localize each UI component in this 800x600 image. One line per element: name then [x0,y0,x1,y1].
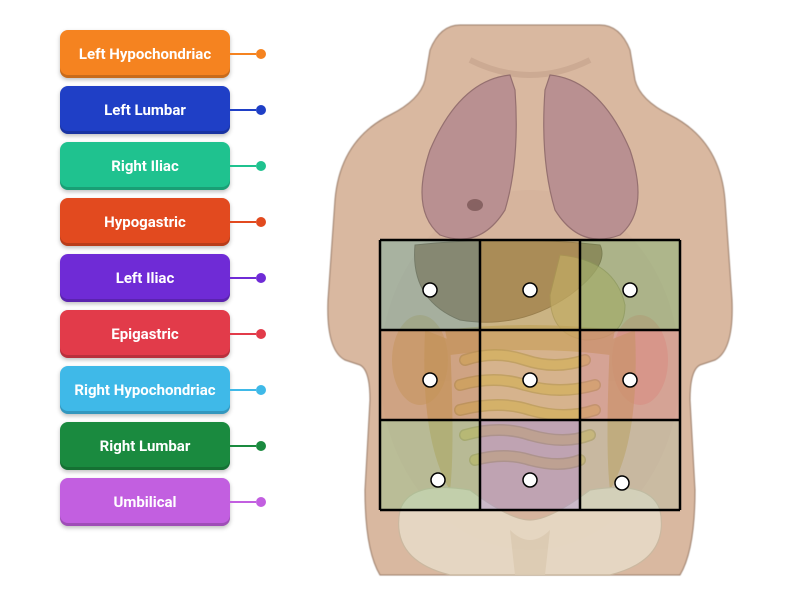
connector-icon [230,501,256,503]
drop-target-2[interactable] [523,283,537,297]
label-item: Umbilical [60,478,280,526]
drop-target-5[interactable] [523,373,537,387]
connector-icon [230,445,256,447]
label-left-iliac[interactable]: Left Iliac [60,254,230,302]
drop-target-1[interactable] [423,283,437,297]
connector-icon [230,109,256,111]
region-tint [580,420,680,510]
connector-icon [230,53,256,55]
connector-icon [230,277,256,279]
label-hypogastric[interactable]: Hypogastric [60,198,230,246]
drop-target-8[interactable] [523,473,537,487]
label-right-iliac[interactable]: Right Iliac [60,142,230,190]
dot-icon [256,49,266,59]
label-item: Left Iliac [60,254,280,302]
label-umbilical[interactable]: Umbilical [60,478,230,526]
label-item: Right Lumbar [60,422,280,470]
label-epigastric[interactable]: Epigastric [60,310,230,358]
label-left-hypochondriac[interactable]: Left Hypochondriac [60,30,230,78]
label-item: Right Hypochondriac [60,366,280,414]
label-item: Hypogastric [60,198,280,246]
dot-icon [256,385,266,395]
drop-target-3[interactable] [623,283,637,297]
label-left-lumbar[interactable]: Left Lumbar [60,86,230,134]
dot-icon [256,497,266,507]
connector-icon [230,221,256,223]
drop-target-6[interactable] [623,373,637,387]
drop-target-4[interactable] [423,373,437,387]
labels-column: Left Hypochondriac Left Lumbar Right Ili… [60,20,280,580]
region-tint [380,420,480,510]
dot-icon [256,217,266,227]
connector-icon [230,333,256,335]
diagram-column [280,20,780,580]
torso-diagram [310,20,750,580]
label-item: Right Iliac [60,142,280,190]
label-right-hypochondriac[interactable]: Right Hypochondriac [60,366,230,414]
connector-icon [230,165,256,167]
dot-icon [256,161,266,171]
label-item: Left Lumbar [60,86,280,134]
dot-icon [256,273,266,283]
dot-icon [256,441,266,451]
dot-icon [256,329,266,339]
label-item: Epigastric [60,310,280,358]
region-tint [480,420,580,510]
label-item: Left Hypochondriac [60,30,280,78]
dot-icon [256,105,266,115]
label-right-lumbar[interactable]: Right Lumbar [60,422,230,470]
drop-target-7[interactable] [431,473,445,487]
connector-icon [230,389,256,391]
labeled-diagram: Left Hypochondriac Left Lumbar Right Ili… [0,0,800,600]
drop-target-9[interactable] [615,476,629,490]
